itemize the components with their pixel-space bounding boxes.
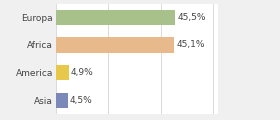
Text: 4,9%: 4,9% [71, 68, 94, 77]
Text: 45,1%: 45,1% [176, 41, 205, 49]
Text: 45,5%: 45,5% [177, 13, 206, 22]
Bar [56, 93, 68, 108]
Bar [56, 65, 69, 80]
Bar [56, 10, 175, 25]
Bar [56, 37, 174, 53]
Text: 4,5%: 4,5% [70, 96, 93, 105]
